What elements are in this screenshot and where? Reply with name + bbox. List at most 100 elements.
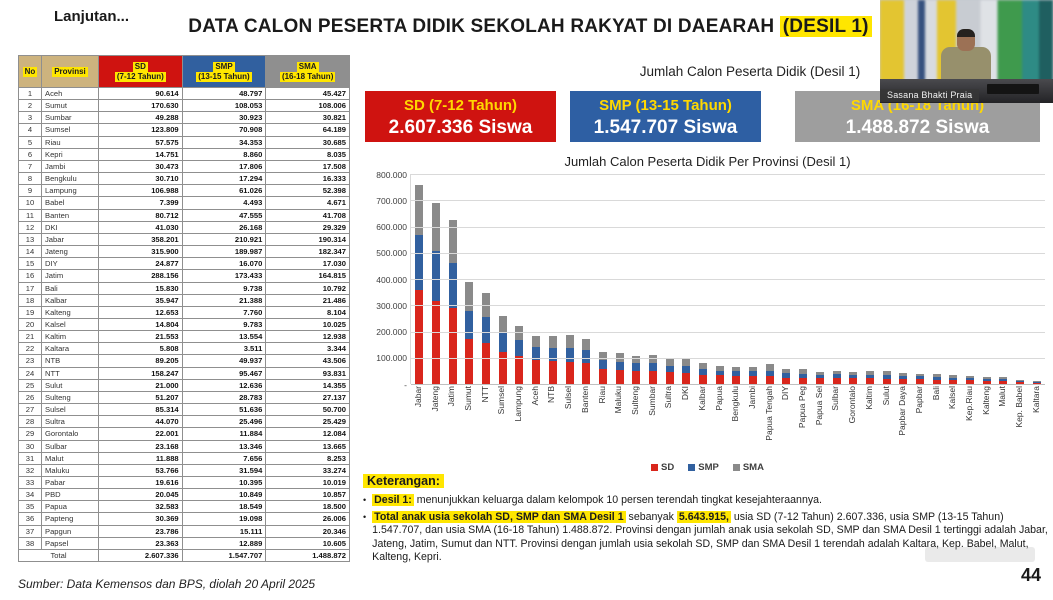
province-name: DIY (41, 257, 99, 271)
table-row: 11 Banten 80.712 47.555 41.708 (18, 208, 350, 222)
bar-bengkulu (728, 367, 745, 384)
sd-value: 123.809 (98, 123, 183, 137)
row-number: 17 (18, 281, 42, 295)
bar-segment-sd (715, 375, 724, 384)
x-axis-label: Kaltara (1030, 386, 1041, 413)
bar-segment-smp (448, 262, 457, 309)
x-axis-label-cell: Sulteng (627, 386, 644, 460)
bar-segment-sma (932, 374, 941, 378)
x-axis-label: Maluku (613, 386, 624, 414)
y-axis-tick-label: 300.000 (376, 300, 407, 311)
row-number: 37 (18, 524, 42, 538)
province-name: NTB (41, 354, 99, 368)
y-axis-tick-label: 600.000 (376, 222, 407, 232)
sd-value: 158.247 (98, 366, 183, 380)
header-smp-line2: (13-15 Tahun) (196, 71, 252, 82)
bar-segment-sd (1032, 382, 1041, 384)
notes-section: Keterangan: • Desil 1: menunjukkan kelua… (363, 472, 1051, 565)
x-axis-label: Aceh (529, 386, 540, 406)
sma-value: 45.427 (265, 86, 350, 101)
desk-nameplate (987, 84, 1039, 94)
sd-value: 57.575 (98, 135, 183, 149)
sd-value: 49.288 (98, 111, 183, 125)
sma-value: 8.104 (265, 305, 350, 319)
smp-value: 49.937 (181, 354, 267, 368)
sma-value: 93.831 (265, 366, 350, 380)
x-axis-label: Lampung (513, 386, 524, 422)
province-name: Papsel (41, 536, 99, 550)
table-row: 23 NTB 89.205 49.937 43.506 (18, 354, 350, 368)
bar-sulteng (628, 355, 645, 384)
table-row: 34 PBD 20.045 10.849 10.857 (18, 488, 350, 502)
x-axis-label-cell: Papua Peg (794, 386, 811, 460)
x-axis-label-cell: Aceh (527, 386, 544, 460)
summary-card-sd: SD (7-12 Tahun) 2.607.336 Siswa (365, 91, 556, 142)
smp-value: 70.908 (181, 123, 267, 137)
sd-value: 21.553 (98, 330, 183, 344)
watermark (925, 547, 1035, 562)
smp-value: 28.783 (181, 390, 267, 405)
sd-value: 23.786 (98, 524, 183, 538)
x-axis-label: Sulbar (830, 386, 841, 411)
header-sma-line1: SMA (296, 61, 319, 72)
table-row: 5 Riau 57.575 34.353 30.685 (18, 135, 350, 149)
table-row: 13 Jabar 358.201 210.921 190.314 (18, 232, 350, 247)
bar-segment-smp (498, 332, 507, 352)
table-row: 10 Babel 7.399 4.493 4.671 (18, 196, 350, 210)
bar-sulut (878, 371, 895, 384)
table-row: 26 Sulteng 51.207 28.783 27.137 (18, 390, 350, 405)
bar-segment-smp (482, 317, 491, 343)
bar-segment-smp (832, 374, 841, 378)
bar-segment-sd (966, 380, 975, 384)
chart-title: Jumlah Calon Peserta Didik Per Provinsi … (564, 154, 851, 169)
sd-value: 24.877 (98, 257, 183, 271)
row-number: 34 (18, 488, 42, 502)
province-name: Sulut (41, 378, 99, 392)
x-axis-label-cell: Jatim (443, 386, 460, 460)
bar-segment-sma (832, 370, 841, 375)
table-row: 4 Sumsel 123.809 70.908 64.189 (18, 123, 350, 137)
smp-value: 10.849 (181, 488, 267, 502)
x-axis-label-cell: Papua (711, 386, 728, 460)
bar-segment-smp (949, 377, 958, 381)
note-1-highlight: Desil 1: (372, 494, 414, 506)
bar-segment-sma (682, 358, 691, 367)
x-axis-label: Papua (713, 386, 724, 411)
sma-value: 17.508 (265, 159, 350, 174)
x-axis-label-cell: Bali (928, 386, 945, 460)
table-row: 33 Pabar 19.616 10.395 10.019 (18, 475, 350, 490)
bar-segment-sma (799, 368, 808, 374)
bar-segment-smp (465, 310, 474, 340)
bar-segment-smp (765, 371, 774, 376)
sd-value: 14.751 (98, 147, 183, 161)
smp-value: 1.547.707 (181, 548, 267, 563)
row-number: 12 (18, 220, 42, 234)
x-axis-label-cell: Banten (577, 386, 594, 460)
speaker-hair (957, 29, 975, 37)
smp-value: 17.806 (181, 159, 267, 174)
bar-segment-smp (665, 365, 674, 373)
chart-plot-area: 800.000 700.000 600.000 500.000 400.000 300.0… (376, 170, 1045, 390)
row-number: 38 (18, 536, 42, 550)
x-axis-label: NTT (479, 386, 490, 403)
sma-value: 12.084 (265, 427, 350, 441)
sd-value: 23.168 (98, 439, 183, 453)
row-number: 31 (18, 451, 42, 465)
x-axis-label-cell: Kaltim (861, 386, 878, 460)
province-name: DKI (41, 220, 99, 234)
gridline (411, 252, 1045, 254)
table-row: 3 Sumbar 49.288 30.923 30.821 (18, 111, 350, 125)
x-axis-label-cell: Papbar Daya (894, 386, 911, 460)
y-axis-tick-label: 400.000 (376, 274, 407, 285)
row-number: 14 (18, 245, 42, 259)
sd-value: 80.712 (98, 208, 183, 222)
bar-kep-babel (1012, 379, 1029, 384)
sd-value: 41.030 (98, 220, 183, 234)
sma-value: 4.671 (265, 196, 350, 210)
sd-value: 170.630 (98, 99, 183, 113)
sd-value: 51.207 (98, 390, 183, 405)
smp-value: 31.594 (181, 463, 267, 478)
bar-segment-sma (548, 336, 557, 348)
bar-segment-sd (982, 380, 991, 384)
sma-value: 1.488.872 (265, 548, 350, 563)
